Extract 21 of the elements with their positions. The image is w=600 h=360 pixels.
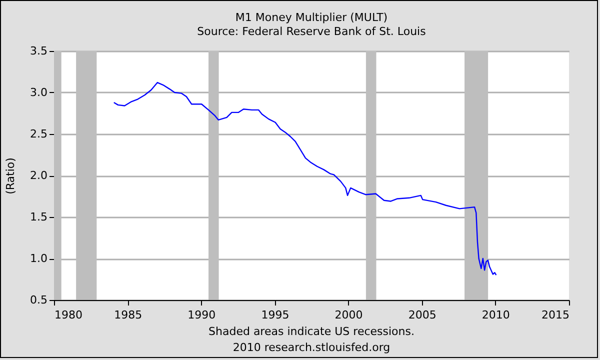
text: Shaded areas indicate US recessions. bbox=[208, 325, 414, 338]
x-tick-label: 1980 bbox=[54, 308, 82, 322]
chart-title: M1 Money Multiplier (MULT) bbox=[235, 11, 388, 24]
x-tick-label: 2015 bbox=[542, 308, 570, 322]
y-axis-title: (Ratio) bbox=[4, 158, 18, 194]
x-tick-label: 1995 bbox=[261, 308, 290, 322]
y-tick-label: 3.0 bbox=[30, 86, 48, 99]
x-tick-label: 2010 bbox=[482, 308, 510, 322]
text: 2010 research.stlouisfed.org bbox=[232, 341, 390, 354]
y-tick-label: 3.5 bbox=[30, 44, 48, 58]
line-series bbox=[113, 82, 497, 276]
y-tick-label: 1.0 bbox=[30, 252, 48, 265]
x-tick-label: 1985 bbox=[114, 308, 142, 322]
x-tick-label: 2005 bbox=[408, 308, 436, 322]
y-tick-label: 1.5 bbox=[30, 210, 48, 224]
x-tick-label: 2000 bbox=[334, 308, 363, 322]
y-tick-label: 2.5 bbox=[30, 128, 48, 140]
x-tick-label: 1990 bbox=[188, 308, 216, 322]
y-tick-label: 2.0 bbox=[30, 169, 48, 182]
chart-subtitle: Source: Federal Reserve Bank of St. Louis bbox=[197, 25, 426, 38]
y-tick-label: 0.5 bbox=[30, 294, 48, 306]
